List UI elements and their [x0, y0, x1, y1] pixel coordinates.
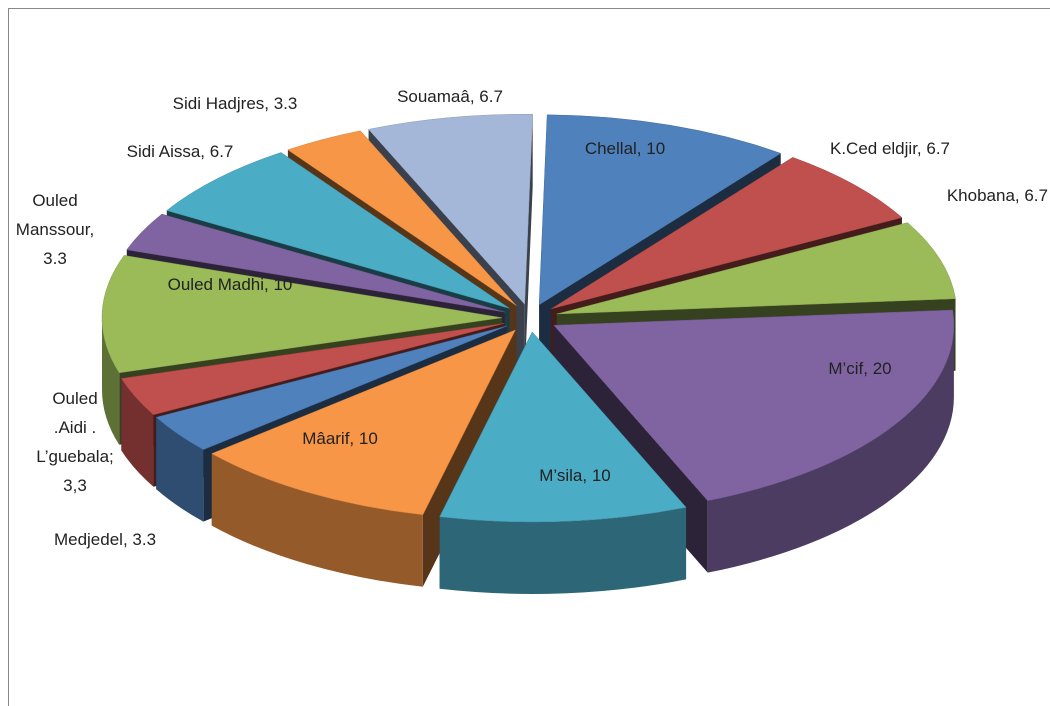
label-line: Ouled Madhi, 10 — [168, 275, 293, 294]
slice-wall — [156, 417, 204, 522]
slice-top — [155, 325, 508, 450]
slice-top — [551, 157, 903, 310]
label-line: 3,3 — [63, 476, 87, 495]
data-label: Medjedel, 3.3 — [54, 530, 156, 549]
label-line: .Aidi . — [54, 418, 97, 437]
slice-top — [439, 331, 687, 523]
label-line: Sidi Hadjres, 3.3 — [173, 94, 298, 113]
slice-top — [287, 130, 517, 306]
data-label: Mâarif, 10 — [302, 429, 378, 448]
label-line: K.Ced eldjir, 6.7 — [830, 139, 950, 158]
data-label: Souamaâ, 6.7 — [397, 87, 503, 106]
label-line: Sidi Aissa, 6.7 — [127, 142, 234, 161]
label-line: Ouled — [32, 191, 77, 210]
label-line: Chellal, 10 — [585, 139, 665, 158]
slice-top — [120, 323, 505, 416]
slice-wall — [102, 317, 120, 445]
chart-frame — [8, 8, 1050, 706]
label-line: 3.3 — [43, 249, 67, 268]
slice-top — [368, 114, 533, 305]
data-label: Sidi Hadjres, 3.3 — [173, 94, 298, 113]
data-label: M’cif, 20 — [828, 359, 891, 378]
slice-top — [101, 255, 503, 374]
data-label: K.Ced eldjir, 6.7 — [830, 139, 950, 158]
slice-top — [126, 213, 505, 313]
data-label: Sidi Aissa, 6.7 — [127, 142, 234, 161]
slice-top — [556, 222, 956, 315]
label-line: Mâarif, 10 — [302, 429, 378, 448]
label-line: L’guebala; — [36, 447, 114, 466]
label-line: Souamaâ, 6.7 — [397, 87, 503, 106]
slice-wall — [707, 325, 954, 573]
data-label: M’sila, 10 — [539, 466, 611, 485]
data-label: Chellal, 10 — [585, 139, 665, 158]
data-label: Khobana, 6.7 — [947, 186, 1048, 205]
slice-wall — [439, 507, 687, 594]
label-line: Ouled — [52, 389, 97, 408]
slice-wall — [121, 378, 154, 487]
slice-wall — [211, 453, 423, 587]
slice-top — [166, 152, 510, 309]
label-line: Manssour, — [16, 220, 94, 239]
data-label: Ouled Manssour, 3.3 — [16, 191, 94, 268]
data-label: Ouled .Aidi . L’guebala; 3,3 — [36, 389, 114, 495]
slice-top — [211, 329, 516, 516]
slice-top — [538, 114, 782, 306]
slice-top — [553, 309, 955, 501]
label-line: Medjedel, 3.3 — [54, 530, 156, 549]
label-line: M’sila, 10 — [539, 466, 611, 485]
slice-side — [524, 114, 533, 377]
label-line: M’cif, 20 — [828, 359, 891, 378]
label-line: Khobana, 6.7 — [947, 186, 1048, 205]
slice — [439, 331, 687, 594]
data-label: Ouled Madhi, 10 — [168, 275, 293, 294]
